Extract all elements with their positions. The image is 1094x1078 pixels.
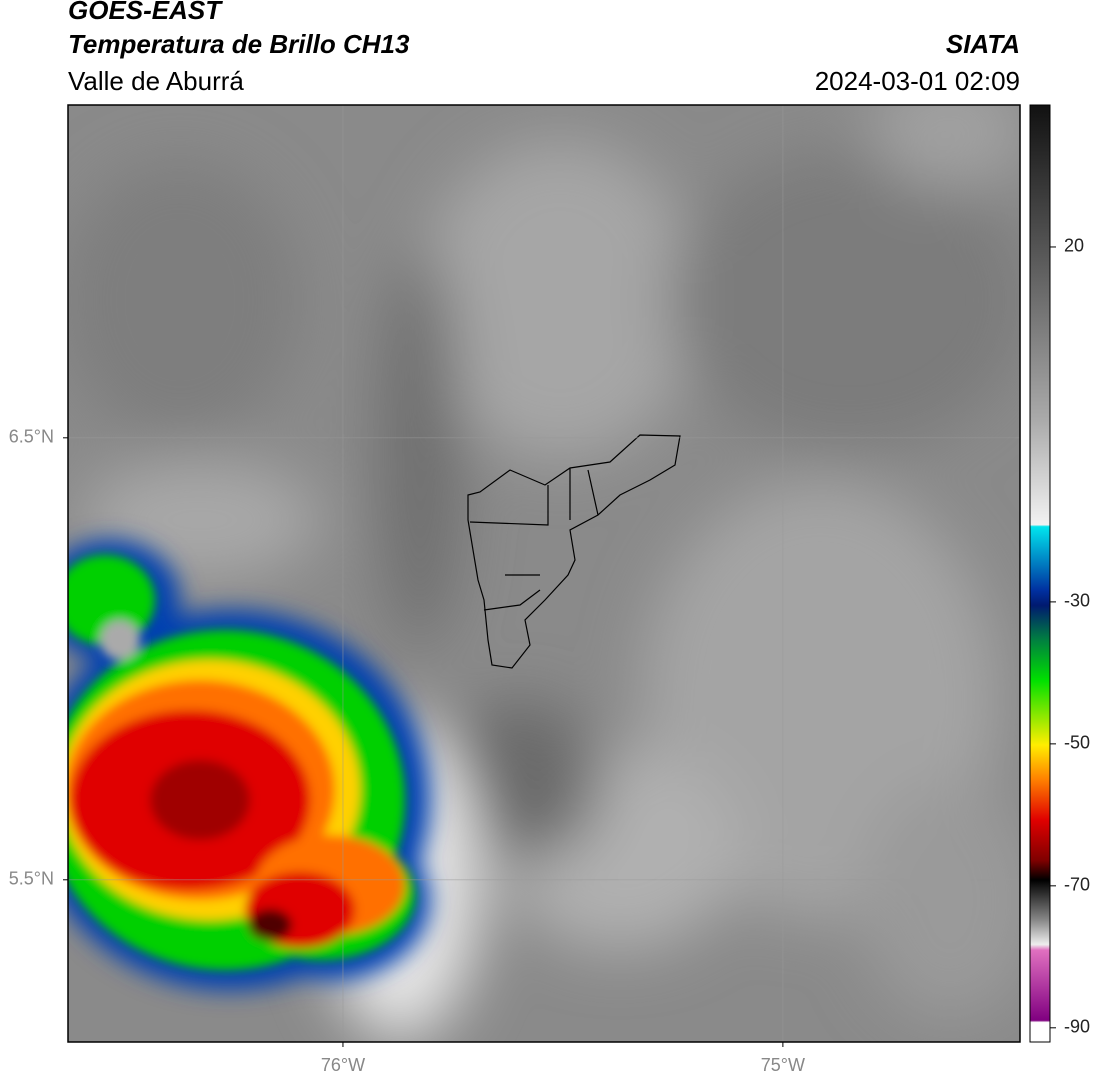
lon-label: 76°W (321, 1055, 365, 1075)
colorbar-label: -50 (1064, 733, 1090, 753)
satellite-image (68, 105, 1020, 1042)
colorbar (1029, 104, 1051, 1043)
colorbar-label: -70 (1064, 875, 1090, 895)
colorbar-label: -90 (1064, 1017, 1090, 1037)
source: SIATA (946, 29, 1020, 59)
municipal-boundaries (467, 434, 681, 669)
lat-label: 5.5°N (9, 869, 54, 889)
subtitle: Temperatura de Brillo CH13 (68, 29, 410, 59)
map-frame (67, 104, 1021, 1043)
colorbar-label: -30 (1064, 591, 1090, 611)
region: Valle de Aburrá (68, 66, 244, 96)
lat-label: 6.5°N (9, 427, 54, 447)
colorbar-label: 20 (1064, 236, 1084, 256)
datetime: 2024-03-01 02:09 (815, 66, 1020, 96)
lon-label: 75°W (761, 1055, 805, 1075)
title: GOES-EAST (68, 0, 223, 25)
